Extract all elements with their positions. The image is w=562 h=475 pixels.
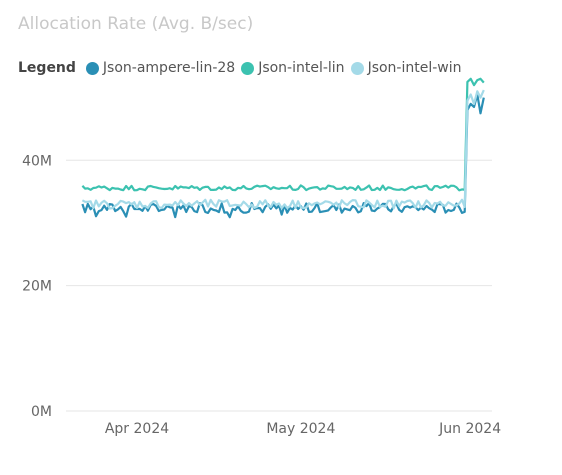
- legend-dot-icon: [85, 61, 99, 75]
- chart-title: Allocation Rate (Avg. B/sec): [18, 14, 254, 34]
- legend-label: Json-intel-lin: [258, 60, 345, 76]
- series-line-json-intel-win[interactable]: [81, 89, 485, 210]
- legend-item-json-ampere-lin-28[interactable]: Json-ampere-lin-28: [85, 60, 236, 76]
- y-tick-label: 40M: [22, 153, 52, 169]
- series-line-json-ampere-lin-28[interactable]: [81, 93, 485, 219]
- y-tick-label: 0M: [31, 404, 52, 420]
- x-tick-label: May 2024: [266, 421, 335, 437]
- legend-label: Json-intel-win: [367, 60, 462, 76]
- y-tick-label: 20M: [22, 279, 52, 295]
- legend-dot-icon: [241, 61, 255, 75]
- legend-item-json-intel-win[interactable]: Json-intel-win: [350, 60, 462, 76]
- legend-item-json-intel-lin[interactable]: Json-intel-lin: [241, 60, 345, 76]
- legend-dot-icon: [350, 61, 364, 75]
- series-line-json-intel-lin[interactable]: [81, 77, 485, 192]
- legend: Legend Json-ampere-lin-28 Json-intel-lin…: [18, 58, 468, 78]
- x-tick-label: Apr 2024: [105, 421, 169, 437]
- legend-label: Json-ampere-lin-28: [102, 60, 236, 76]
- x-tick-label: Jun 2024: [438, 421, 501, 437]
- legend-title: Legend: [18, 60, 76, 76]
